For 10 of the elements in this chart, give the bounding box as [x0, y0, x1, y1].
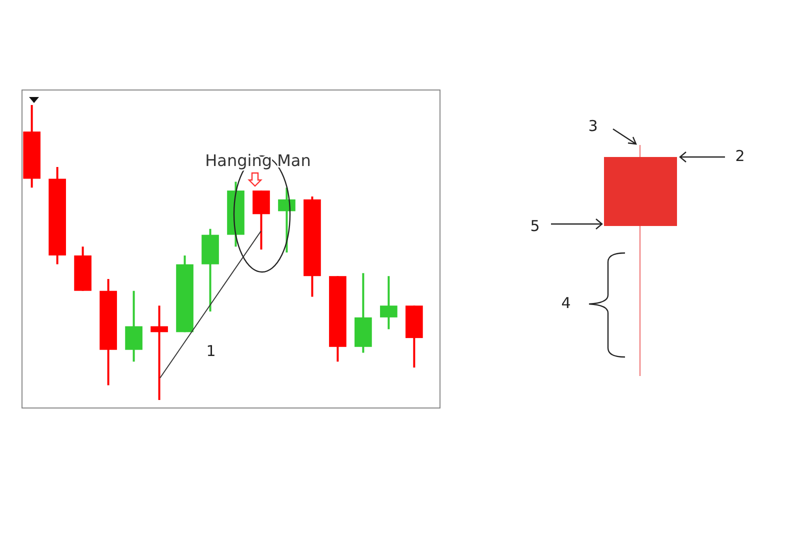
candlestick: [252, 190, 270, 251]
candlestick: [150, 304, 168, 401]
candlestick: [278, 186, 296, 254]
text: 2: [735, 147, 745, 165]
candlestick: [125, 290, 142, 363]
candlestick: [380, 275, 398, 330]
text: 4: [561, 294, 571, 312]
text: 5: [530, 217, 540, 235]
annotation: 1: [206, 342, 216, 360]
text: 3: [588, 117, 598, 135]
